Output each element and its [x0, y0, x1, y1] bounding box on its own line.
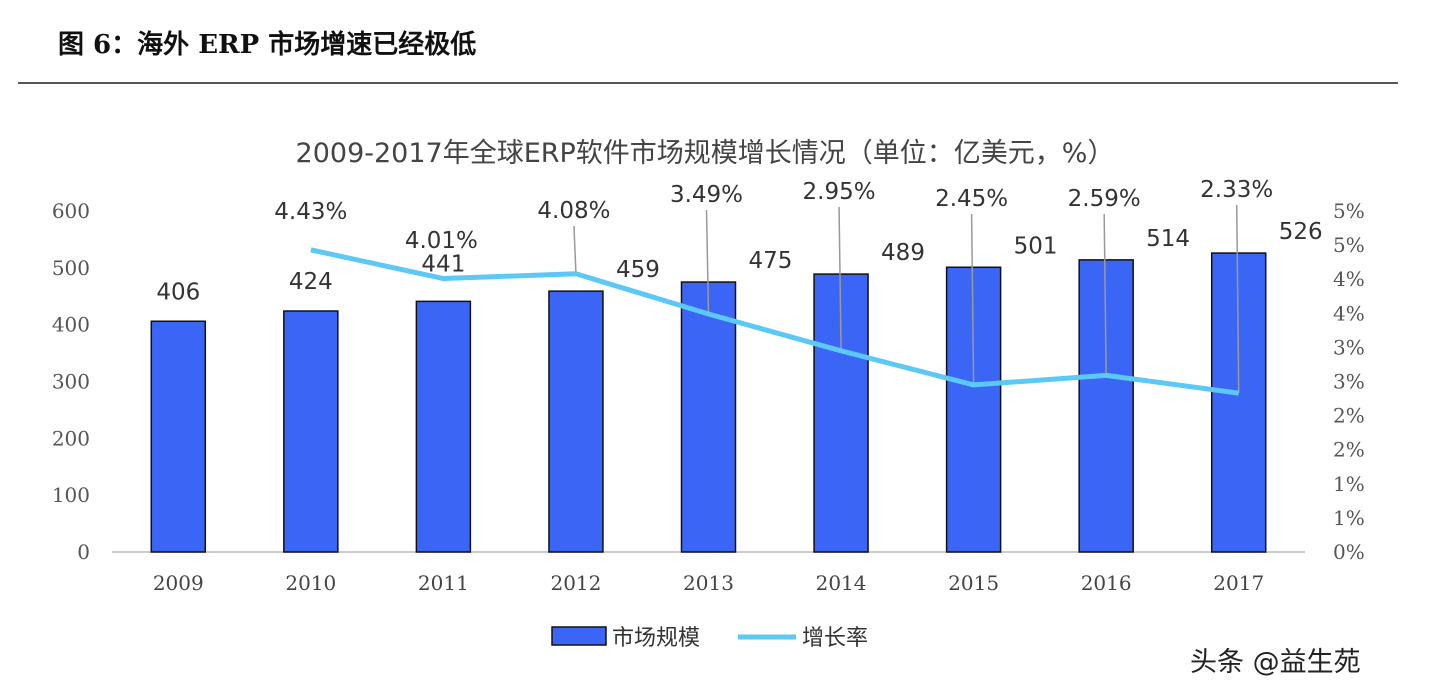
x-tick-label: 2014	[816, 571, 867, 595]
y-left-tick-label: 500	[52, 256, 90, 280]
label-leader-line	[705, 209, 710, 314]
y-right-tick-label: 1%	[1333, 506, 1365, 530]
watermark: 头条 @益生苑	[1190, 647, 1361, 678]
bar-data-label: 489	[881, 240, 925, 266]
x-tick-label: 2013	[683, 571, 734, 595]
legend-bar-swatch	[551, 626, 607, 646]
legend-label: 市场规模	[612, 626, 700, 651]
label-leader-line	[1235, 204, 1240, 394]
bar	[283, 310, 339, 553]
bar-data-label: 406	[156, 279, 200, 305]
bar-data-label: 514	[1146, 226, 1190, 252]
line-data-label: 2.45%	[935, 186, 1008, 212]
bar	[548, 290, 604, 553]
x-tick-label: 2009	[153, 571, 204, 595]
x-tick-label: 2011	[418, 571, 469, 595]
bar-data-label: 526	[1279, 219, 1323, 245]
y-left-tick-label: 100	[52, 483, 90, 507]
divider	[18, 82, 1398, 84]
x-tick-label: 2016	[1081, 571, 1132, 595]
y-right-tick-label: 2%	[1333, 438, 1365, 462]
legend-label: 增长率	[802, 626, 868, 651]
bar	[680, 281, 737, 553]
growth-rate-line	[310, 247, 1240, 396]
y-right-tick-label: 5%	[1333, 199, 1365, 223]
bar	[1078, 259, 1134, 553]
bar-data-label: 459	[616, 257, 660, 283]
line-data-label: 4.08%	[537, 198, 610, 224]
y-right-tick-label: 4%	[1333, 267, 1365, 291]
y-right-tick-label: 3%	[1333, 335, 1365, 359]
label-leader-line	[1103, 213, 1107, 376]
y-left-tick-label: 300	[52, 370, 90, 394]
bar	[415, 300, 472, 553]
line-data-label: 3.49%	[670, 182, 743, 208]
y-right-tick-label: 3%	[1333, 370, 1365, 394]
bar	[150, 320, 207, 553]
line-data-label: 2.59%	[1068, 186, 1141, 212]
chart-title: 2009-2017年全球ERP软件市场规模增长情况（单位：亿美元，%）	[296, 138, 1115, 169]
bar-data-label: 441	[421, 251, 465, 277]
bar-data-label: 501	[1014, 233, 1058, 259]
line-data-label: 4.43%	[274, 199, 347, 225]
y-left-tick-label: 600	[52, 199, 90, 223]
x-tick-label: 2010	[285, 571, 336, 595]
figure-title: 图 6：海外 ERP 市场增速已经极低	[58, 30, 477, 60]
bar	[1210, 252, 1267, 553]
y-left-tick-label: 400	[52, 313, 90, 337]
label-leader-line	[838, 206, 842, 351]
y-right-tick-label: 2%	[1333, 404, 1365, 428]
y-right-tick-label: 0%	[1333, 540, 1365, 564]
bar	[945, 266, 1002, 553]
bar-data-label: 424	[289, 269, 333, 295]
line-data-label: 2.95%	[803, 179, 876, 205]
x-tick-label: 2015	[948, 571, 999, 595]
y-right-tick-label: 5%	[1333, 233, 1365, 257]
x-tick-label: 2017	[1213, 571, 1264, 595]
label-leader-line	[970, 213, 975, 385]
line-data-label: 4.01%	[405, 228, 478, 254]
y-right-tick-label: 1%	[1333, 472, 1365, 496]
y-left-tick-label: 200	[52, 426, 90, 450]
bar-data-label: 475	[749, 248, 793, 274]
y-right-tick-label: 4%	[1333, 301, 1365, 325]
label-leader-line	[573, 225, 577, 274]
y-left-tick-label: 0	[77, 540, 90, 564]
line-data-label: 2.33%	[1200, 177, 1273, 203]
x-tick-label: 2012	[550, 571, 601, 595]
